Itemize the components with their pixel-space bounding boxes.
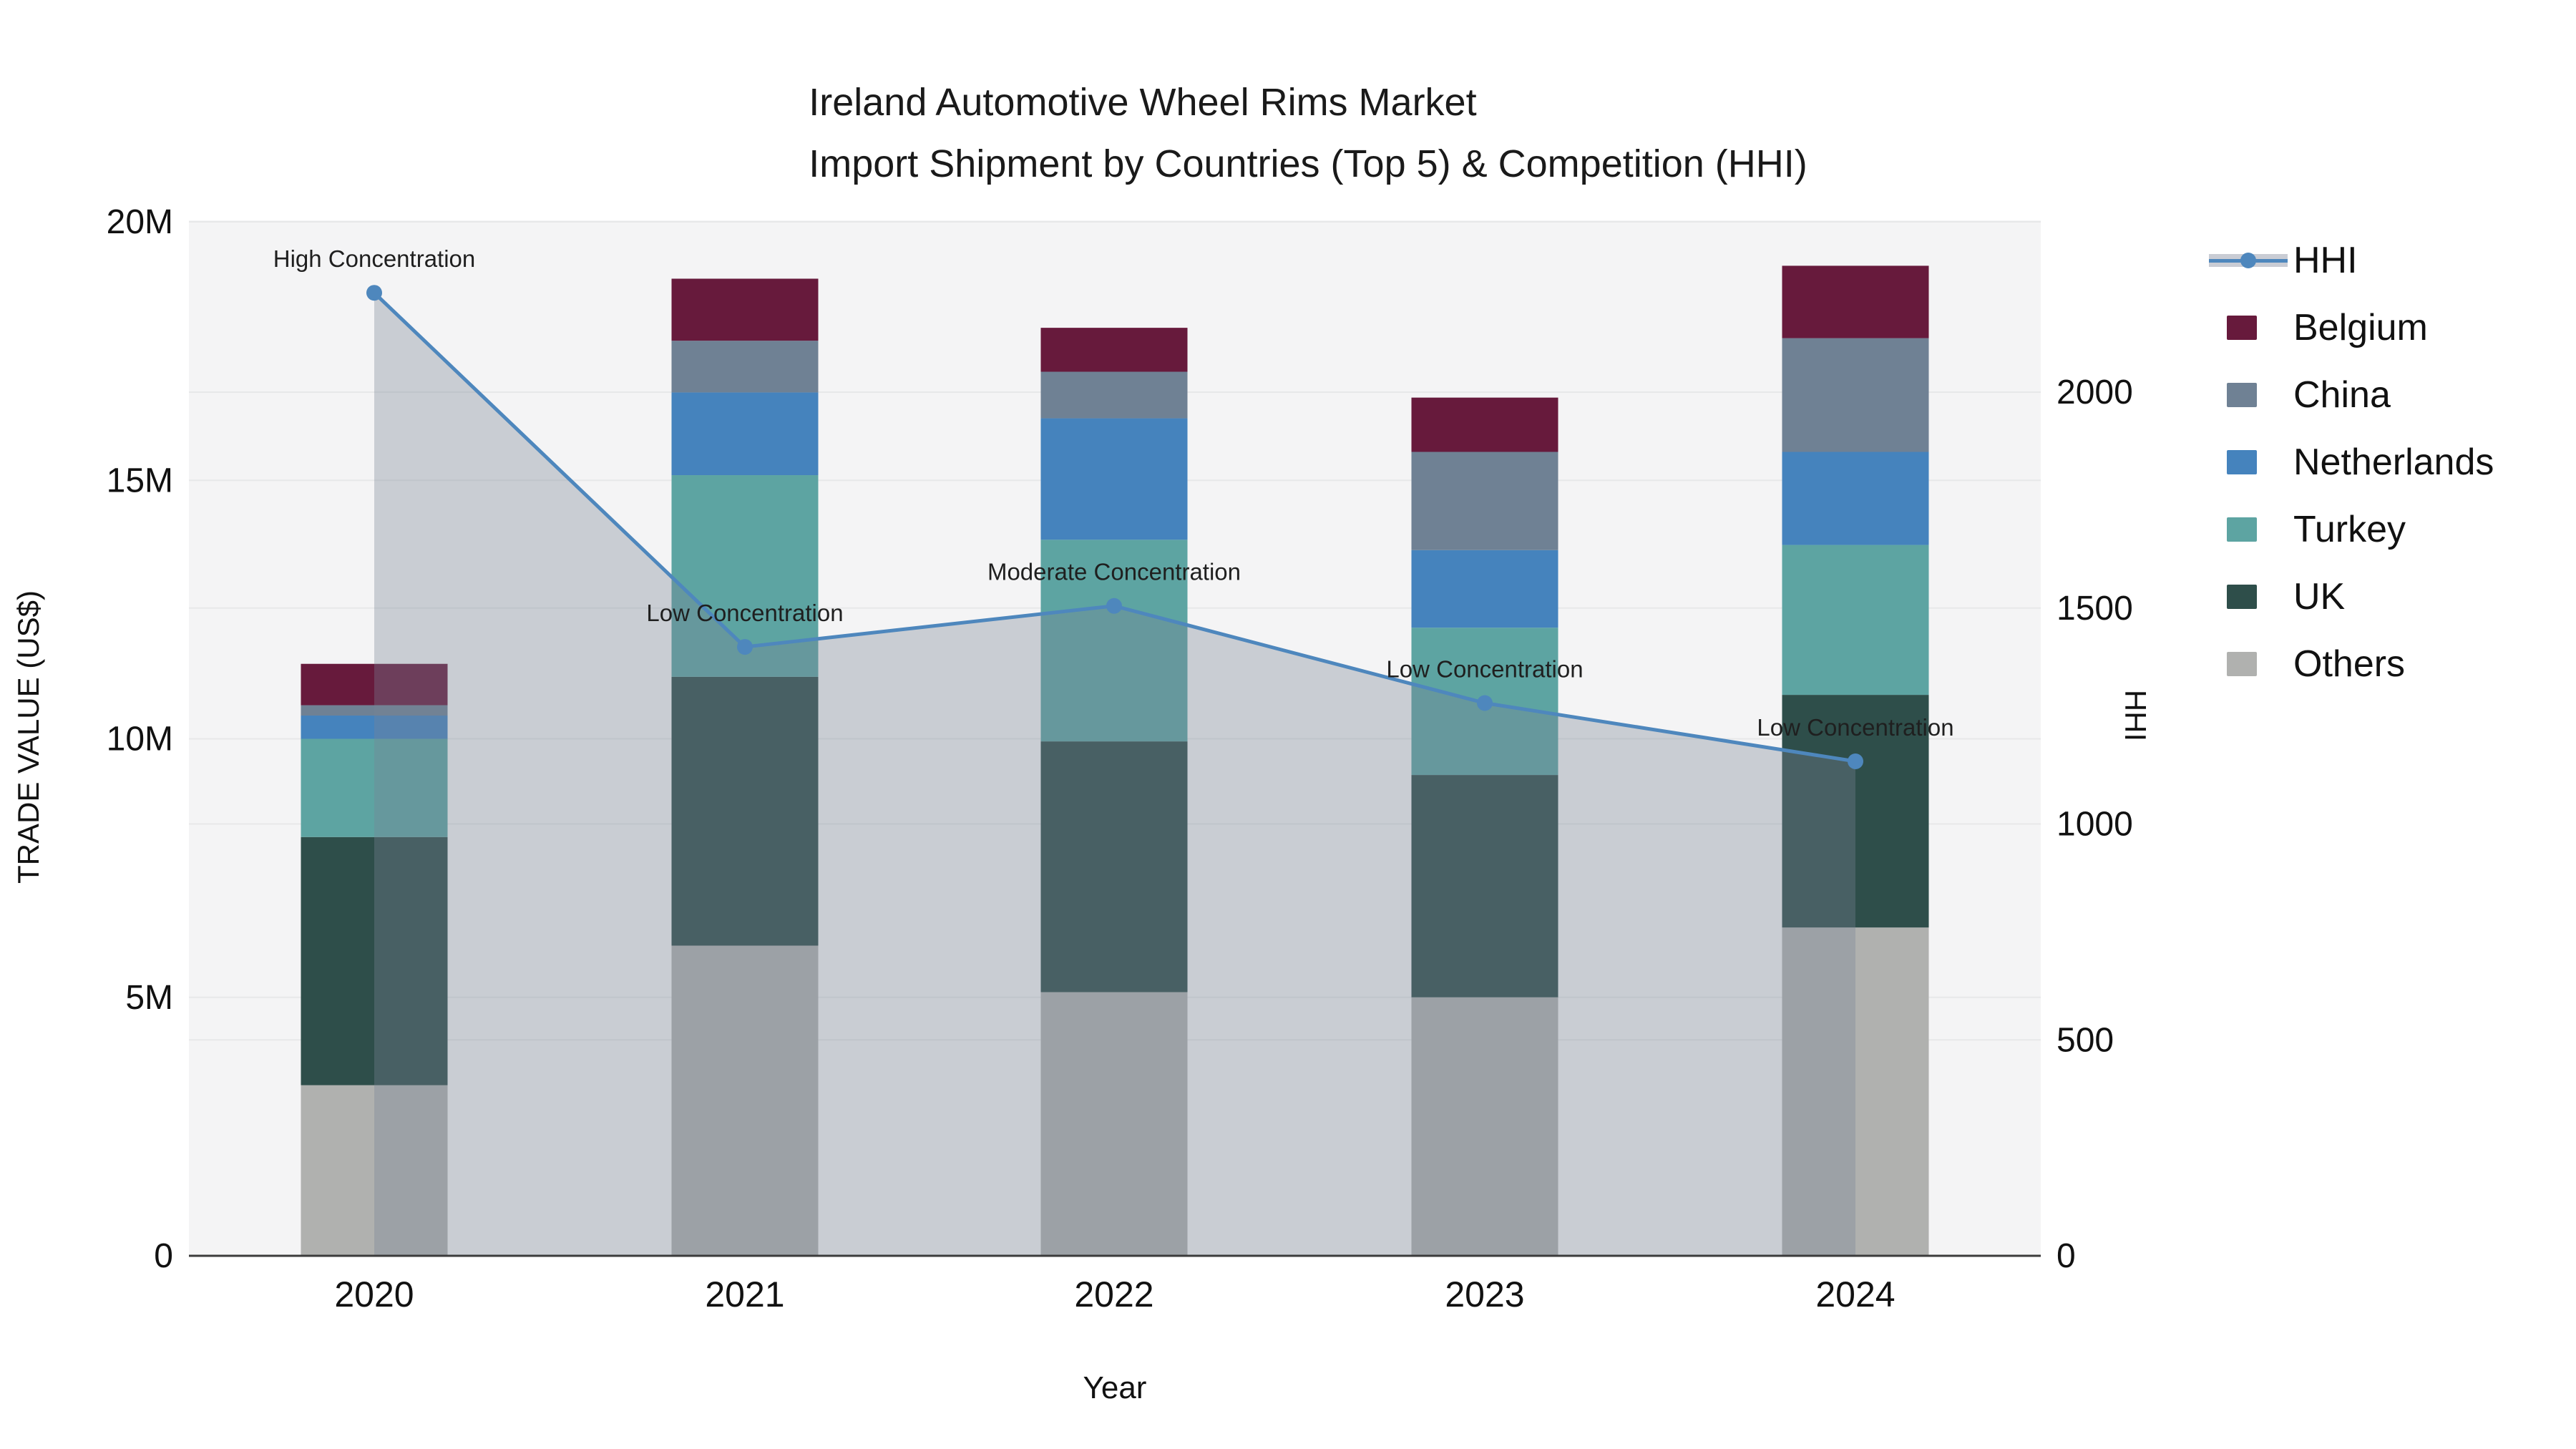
legend-label: Others [2293,643,2406,685]
hhi-point-2024 [1848,753,1863,769]
color-swatch-icon [2209,517,2288,542]
bar-2021-china [671,341,819,393]
hhi-point-2023 [1477,695,1493,711]
y-right-tick-500: 500 [2057,1021,2114,1059]
color-swatch-icon [2209,585,2288,609]
y-right-tick-0: 0 [2057,1237,2076,1275]
bar-2022-belgium [1040,328,1188,372]
bar-2020-netherlands [301,715,448,739]
annotation-2023: Low Concentration [1386,656,1583,683]
annotation-2020: High Concentration [273,245,476,272]
bar-2024-netherlands [1782,452,1929,545]
chart-title-line1: Ireland Automotive Wheel Rims Market [809,81,1477,124]
bar-2022-netherlands [1040,418,1188,540]
y-right-axis-title: HHI [2119,689,2152,742]
y-left-tick-15M: 15M [107,462,173,499]
legend-label: Netherlands [2293,441,2494,483]
legend-label: UK [2293,576,2346,618]
x-tick-2024: 2024 [1815,1274,1895,1314]
bar-2020-uk [301,836,448,1085]
x-tick-2021: 2021 [705,1274,784,1314]
legend: HHI Belgium China Netherlands Turkey UK Others [2209,227,2494,698]
y-left-tick-20M: 20M [107,203,173,241]
bar-2020-others [301,1085,448,1256]
y-left-axis-title: TRADE VALUE (US$) [11,590,45,884]
y-left-tick-0: 0 [154,1237,173,1275]
hhi-area-fill [374,293,1855,1256]
bar-2020-belgium [301,663,448,706]
bar-2023-belgium [1411,397,1558,452]
annotation-2021: Low Concentration [646,600,843,626]
legend-item-hhi[interactable]: HHI [2209,227,2494,294]
hhi-line-icon [2209,248,2288,273]
legend-label: Belgium [2293,307,2428,348]
bar-2024-others [1782,927,1929,1256]
x-tick-2020: 2020 [334,1274,414,1314]
bar-2020-turkey [301,738,448,837]
bar-2022-turkey [1040,540,1188,742]
bar-2021-others [671,945,819,1256]
bar-2021-netherlands [671,392,819,476]
bar-2021-uk [671,676,819,946]
bar-2022-china [1040,371,1188,419]
y-left-tick-5M: 5M [125,979,173,1017]
y-right-tick-1000: 1000 [2057,806,2133,844]
bar-2023-uk [1411,775,1558,997]
legend-item-turkey[interactable]: Turkey [2209,496,2494,563]
bar-2024-uk [1782,695,1929,928]
bar-2023-netherlands [1411,550,1558,628]
bar-2024-china [1782,338,1929,452]
y-right-tick-1500: 1500 [2057,590,2133,628]
hhi-point-2020 [366,285,382,301]
chart-title-line2: Import Shipment by Countries (Top 5) & C… [809,142,1807,185]
annotation-2024: Low Concentration [1757,714,1953,741]
legend-item-others[interactable]: Others [2209,630,2494,698]
legend-item-belgium[interactable]: Belgium [2209,294,2494,361]
legend-label: HHI [2293,240,2358,281]
x-axis-title: Year [1083,1370,1147,1405]
color-swatch-icon [2209,383,2288,407]
x-tick-2022: 2022 [1074,1274,1153,1314]
color-swatch-icon [2209,316,2288,340]
bar-2023-others [1411,997,1558,1256]
y-right-tick-2000: 2000 [2057,374,2133,411]
bar-2022-uk [1040,741,1188,992]
hhi-point-2021 [737,639,753,655]
y-left-tick-10M: 10M [107,721,173,758]
color-swatch-icon [2209,652,2288,676]
legend-item-netherlands[interactable]: Netherlands [2209,429,2494,496]
bars [301,265,1929,1256]
x-tick-2023: 2023 [1445,1274,1524,1314]
chart-title: Ireland Automotive Wheel Rims Market Imp… [809,72,1807,195]
color-swatch-icon [2209,450,2288,474]
bar-2021-belgium [671,278,819,341]
legend-label: China [2293,374,2391,416]
annotation-2022: Moderate Concentration [987,559,1241,585]
legend-item-uk[interactable]: UK [2209,563,2494,630]
legend-item-china[interactable]: China [2209,361,2494,429]
legend-label: Turkey [2293,509,2406,550]
bar-2022-others [1040,992,1188,1256]
bar-2023-china [1411,452,1558,550]
bar-2024-turkey [1782,545,1929,696]
bar-2020-china [301,705,448,716]
hhi-point-2022 [1106,597,1122,614]
bar-2024-belgium [1782,265,1929,338]
